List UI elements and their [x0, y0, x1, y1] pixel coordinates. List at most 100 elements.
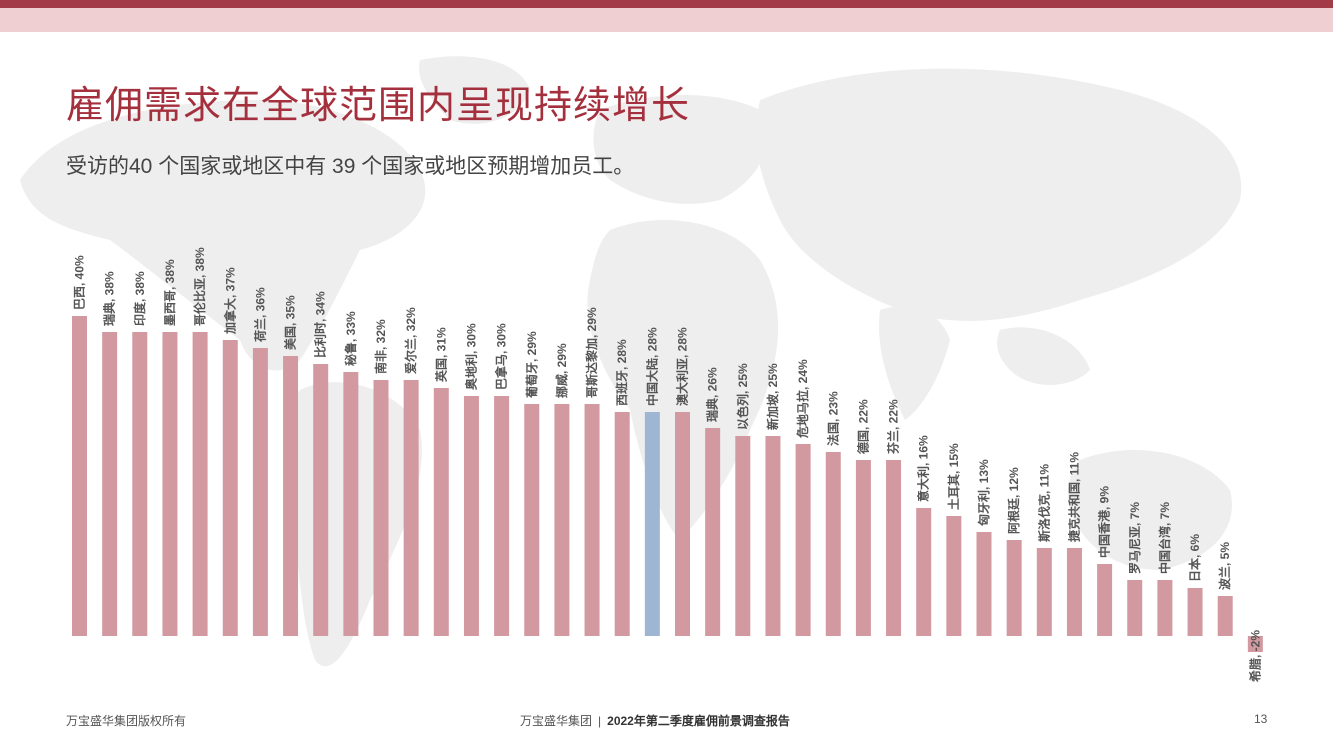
bar-label-24: 危地马拉, 24%: [795, 359, 810, 439]
bar-9: [343, 372, 359, 636]
bar-7: [283, 356, 299, 636]
page-number: 13: [1254, 712, 1268, 726]
bar-label-4: 哥伦比亚, 38%: [192, 247, 207, 326]
bar-label-38: 波兰, 5%: [1217, 542, 1232, 590]
bar-label-18: 西班牙, 28%: [614, 339, 629, 406]
bar-label-10: 南非, 32%: [373, 319, 388, 374]
bar-label-9: 秘鲁, 33%: [343, 311, 358, 366]
bar-label-23: 新加坡, 25%: [765, 363, 780, 430]
asia-shape: [756, 68, 1242, 321]
bar-22: [735, 436, 751, 636]
bar-label-8: 比利时, 34%: [313, 291, 328, 358]
bar-15: [524, 404, 540, 636]
bar-label-6: 荷兰, 36%: [252, 287, 267, 343]
north-america-shape: [20, 100, 426, 371]
bar-label-30: 匈牙利, 13%: [976, 459, 991, 527]
bar-label-15: 葡萄牙, 29%: [524, 331, 539, 399]
bar-2: [132, 332, 148, 636]
bar-label-7: 美国, 35%: [283, 295, 298, 350]
bar-label-21: 瑞典, 26%: [705, 367, 720, 422]
bar-4: [192, 332, 208, 636]
bar-17: [584, 404, 600, 636]
bar-label-25: 法国, 23%: [825, 391, 840, 446]
europe-shape: [593, 95, 768, 204]
bar-6: [252, 348, 268, 636]
footer-report-title: 2022年第二季度雇佣前景调查报告: [607, 714, 790, 728]
bar-label-29: 土耳其, 15%: [946, 443, 961, 510]
bar-label-35: 罗马尼亚, 7%: [1127, 502, 1142, 574]
greenland-shape: [419, 56, 530, 124]
bar-label-32: 斯洛伐克, 11%: [1036, 464, 1051, 542]
bar-14: [494, 396, 510, 636]
bar-label-28: 意大利, 16%: [916, 435, 931, 502]
bar-13: [463, 396, 479, 636]
footer-company: 万宝盛华集团: [520, 714, 593, 728]
bar-33: [1066, 548, 1082, 636]
bar-label-37: 日本, 6%: [1187, 534, 1202, 582]
bar-label-34: 中国香港, 9%: [1097, 486, 1112, 558]
southeast-asia-shape: [997, 327, 1090, 385]
bar-25: [825, 452, 841, 636]
bar-1: [102, 332, 118, 636]
top-accent-bar: [0, 0, 1333, 8]
bar-label-26: 德国, 22%: [855, 399, 870, 454]
world-map-background: [20, 56, 1242, 667]
bar-39: [1247, 636, 1263, 652]
bar-label-31: 阿根廷, 12%: [1006, 467, 1021, 534]
india-shape: [879, 306, 950, 420]
bar-label-0: 巴西, 40%: [73, 255, 87, 310]
bar-label-16: 挪威, 29%: [554, 343, 569, 398]
bar-label-14: 巴拿马, 30%: [494, 323, 509, 390]
bar-label-11: 爱尔兰, 32%: [403, 307, 418, 374]
page-subtitle: 受访的40 个国家或地区中有 39 个国家或地区预期增加员工。: [66, 155, 635, 178]
footer-report-info: 万宝盛华集团 | 2022年第二季度雇佣前景调查报告: [520, 712, 790, 729]
bar-18: [614, 412, 630, 636]
bar-label-22: 以色列, 25%: [735, 363, 750, 430]
africa-shape: [587, 220, 779, 540]
bar-37: [1187, 588, 1203, 636]
bar-28: [916, 508, 932, 636]
bar-label-2: 印度, 38%: [132, 271, 147, 326]
bar-8: [313, 364, 329, 636]
bar-23: [765, 436, 781, 636]
bar-label-20: 澳大利亚, 28%: [675, 327, 690, 406]
bar-35: [1127, 580, 1143, 636]
bar-24: [795, 444, 811, 636]
footer-separator: |: [598, 714, 602, 728]
bar-19: [644, 412, 660, 636]
bar-label-33: 捷克共和国, 11%: [1066, 452, 1081, 542]
bar-5: [222, 340, 238, 636]
bar-11: [403, 380, 419, 636]
bar-label-5: 加拿大, 37%: [222, 267, 237, 335]
bar-38: [1217, 596, 1233, 636]
bar-16: [554, 404, 570, 636]
bar-label-17: 哥斯达黎加, 29%: [584, 307, 599, 398]
bar-31: [1006, 540, 1022, 636]
bar-label-19: 中国大陆, 28%: [644, 327, 659, 406]
bar-10: [373, 380, 389, 636]
bar-0: [72, 316, 87, 636]
footer-copyright: 万宝盛华集团版权所有: [66, 714, 187, 728]
bar-3: [162, 332, 178, 636]
bar-label-13: 奥地利, 30%: [463, 323, 478, 390]
bar-32: [1036, 548, 1052, 636]
bar-label-39: 希腊, -2%: [1247, 630, 1262, 683]
bar-label-12: 英国, 31%: [433, 327, 448, 382]
bar-21: [705, 428, 721, 636]
bar-label-36: 中国台湾, 7%: [1157, 502, 1172, 574]
bar-30: [976, 532, 992, 636]
bar-29: [946, 516, 962, 636]
bar-27: [886, 460, 902, 636]
bar-20: [675, 412, 690, 636]
top-light-band: [0, 8, 1333, 32]
bar-36: [1157, 580, 1173, 636]
page-title: 雇佣需求在全球范围内呈现持续增长: [66, 85, 691, 127]
bar-label-1: 瑞典, 38%: [102, 271, 117, 326]
bar-34: [1097, 564, 1113, 636]
australia-shape: [1068, 450, 1232, 570]
bar-26: [855, 460, 871, 636]
bar-12: [433, 388, 449, 636]
bar-label-3: 墨西哥, 38%: [163, 259, 177, 326]
